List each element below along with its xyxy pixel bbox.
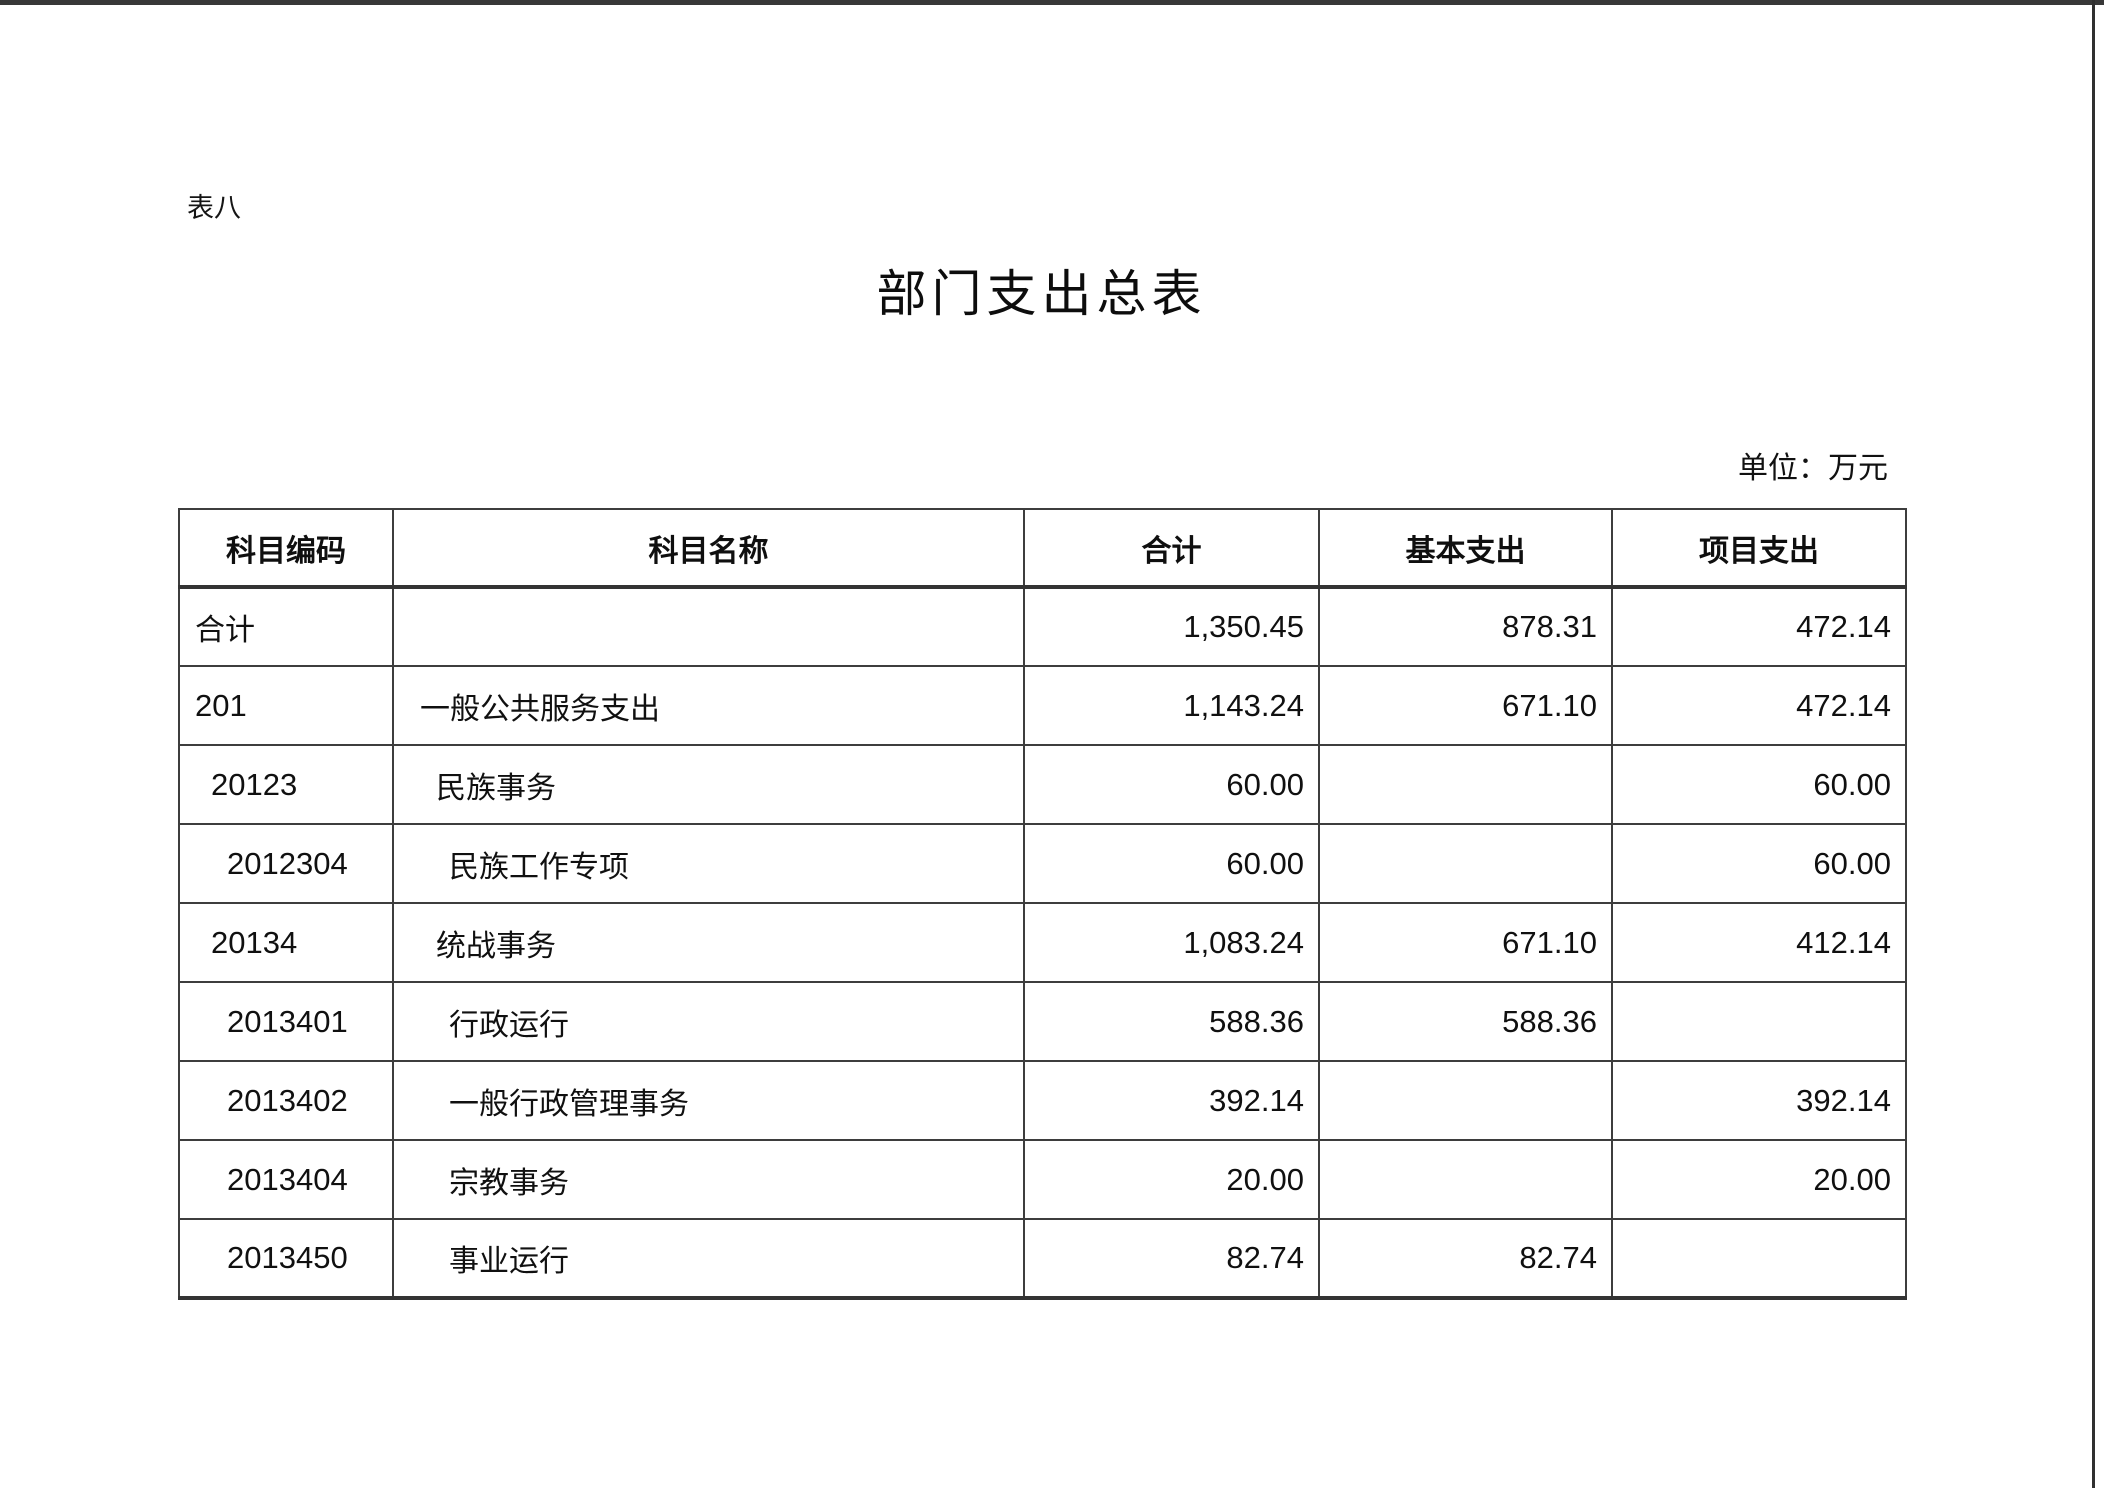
name-cell (392, 586, 1025, 667)
project-cell (1611, 981, 1907, 1062)
table-row: 2013402 一般行政管理事务 392.14 392.14 (178, 1060, 1907, 1141)
table-row: 2013401 行政运行 588.36 588.36 (178, 981, 1907, 1062)
name-cell: 民族工作专项 (392, 823, 1025, 904)
code-cell: 2013450 (178, 1218, 394, 1300)
basic-cell: 671.10 (1318, 902, 1613, 983)
project-cell: 60.00 (1611, 823, 1907, 904)
code-cell: 2013404 (178, 1139, 394, 1220)
basic-cell: 588.36 (1318, 981, 1613, 1062)
total-cell: 1,143.24 (1023, 665, 1320, 746)
table-row: 201 一般公共服务支出 1,143.24 671.10 472.14 (178, 665, 1907, 746)
name-cell: 行政运行 (392, 981, 1025, 1062)
col-header-subject-name: 科目名称 (392, 508, 1025, 589)
name-cell: 一般公共服务支出 (392, 665, 1025, 746)
basic-cell (1318, 823, 1613, 904)
name-cell: 一般行政管理事务 (392, 1060, 1025, 1141)
code-cell: 20134 (178, 902, 394, 983)
table-row: 20134 统战事务 1,083.24 671.10 412.14 (178, 902, 1907, 983)
basic-cell: 878.31 (1318, 586, 1613, 667)
total-cell: 60.00 (1023, 744, 1320, 825)
project-cell (1611, 1218, 1907, 1300)
name-cell: 宗教事务 (392, 1139, 1025, 1220)
total-cell: 1,083.24 (1023, 902, 1320, 983)
basic-cell: 671.10 (1318, 665, 1613, 746)
project-cell: 60.00 (1611, 744, 1907, 825)
basic-cell (1318, 1139, 1613, 1220)
table-row: 2013450 事业运行 82.74 82.74 (178, 1218, 1907, 1300)
total-cell: 82.74 (1023, 1218, 1320, 1300)
total-cell: 588.36 (1023, 981, 1320, 1062)
code-cell: 2013402 (178, 1060, 394, 1141)
table-row: 合计 1,350.45 878.31 472.14 (178, 586, 1907, 667)
table-number-label: 表八 (187, 193, 241, 223)
name-cell: 统战事务 (392, 902, 1025, 983)
basic-cell (1318, 1060, 1613, 1141)
expenditure-summary-table: 科目编码 科目名称 合计 基本支出 项目支出 合计 1,350.45 878.31 4… (178, 508, 1907, 1300)
total-cell: 60.00 (1023, 823, 1320, 904)
page-title: 部门支出总表 (876, 266, 1207, 322)
code-cell: 2013401 (178, 981, 394, 1062)
total-cell: 1,350.45 (1023, 586, 1320, 667)
col-header-total: 合计 (1023, 508, 1320, 589)
code-cell: 201 (178, 665, 394, 746)
code-cell: 2012304 (178, 823, 394, 904)
name-cell: 民族事务 (392, 744, 1025, 825)
table-body: 合计 1,350.45 878.31 472.14 201 一般公共服务支出 1,143.2… (178, 586, 1907, 1300)
table-row: 2013404 宗教事务 20.00 20.00 (178, 1139, 1907, 1220)
table-row: 20123 民族事务 60.00 60.00 (178, 744, 1907, 825)
total-cell: 20.00 (1023, 1139, 1320, 1220)
name-cell: 事业运行 (392, 1218, 1025, 1300)
code-cell: 合计 (178, 586, 394, 667)
page-top-edge-line (0, 0, 2104, 5)
basic-cell: 82.74 (1318, 1218, 1613, 1300)
table-row: 2012304 民族工作专项 60.00 60.00 (178, 823, 1907, 904)
page-right-edge-line (2092, 0, 2095, 1488)
basic-cell (1318, 744, 1613, 825)
col-header-subject-code: 科目编码 (178, 508, 394, 589)
project-cell: 392.14 (1611, 1060, 1907, 1141)
project-cell: 20.00 (1611, 1139, 1907, 1220)
project-cell: 472.14 (1611, 665, 1907, 746)
project-cell: 472.14 (1611, 586, 1907, 667)
header-row: 科目编码 科目名称 合计 基本支出 项目支出 (178, 508, 1907, 589)
total-cell: 392.14 (1023, 1060, 1320, 1141)
code-cell: 20123 (178, 744, 394, 825)
col-header-basic-expense: 基本支出 (1318, 508, 1613, 589)
col-header-project-expense: 项目支出 (1611, 508, 1907, 589)
unit-note: 单位：万元 (1738, 452, 1888, 485)
project-cell: 412.14 (1611, 902, 1907, 983)
